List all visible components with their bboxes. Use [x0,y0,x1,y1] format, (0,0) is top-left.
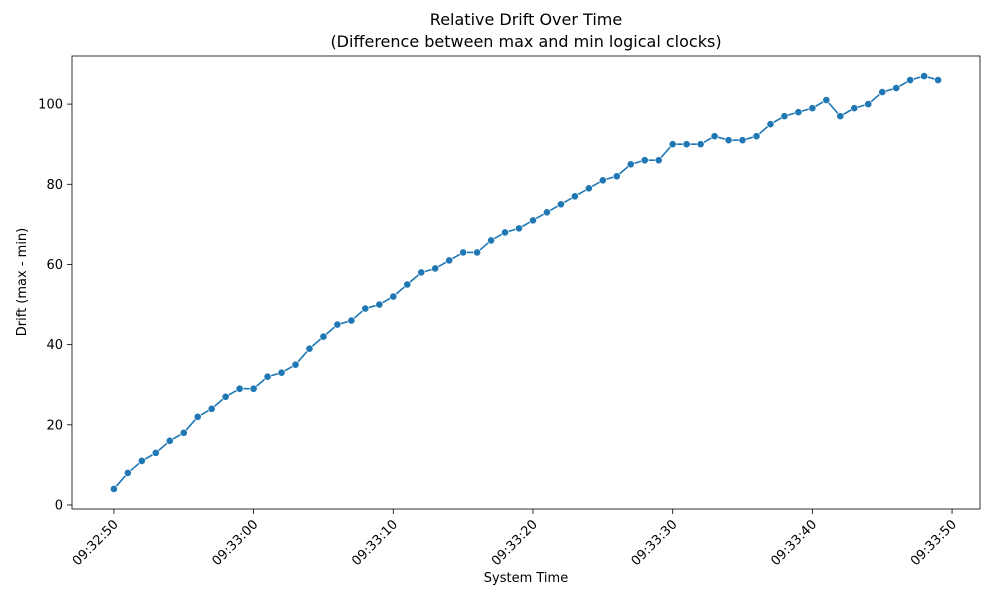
data-point [682,140,691,149]
data-point [501,228,509,237]
y-tick-label: 0 [55,498,63,513]
data-point [598,176,607,185]
data-point [445,256,454,265]
plot-area [71,55,981,510]
y-tick-label: 80 [46,178,63,193]
data-point [612,172,621,181]
data-point [110,485,118,493]
data-point [193,412,202,421]
data-point [515,224,523,233]
data-point [375,300,384,309]
x-tick-label: 09:33:30 [629,517,681,569]
data-point [151,448,160,457]
data-point [752,132,761,141]
data-point [822,96,831,104]
data-point [529,216,537,225]
data-point [850,104,859,113]
data-point [668,140,677,149]
data-point [347,316,356,325]
data-point [137,456,146,465]
data-point [389,292,398,301]
x-tick-label: 09:32:50 [70,517,122,569]
data-point [654,156,663,165]
data-point [766,120,775,129]
data-point [878,88,887,96]
data-point [277,368,286,377]
data-point [864,100,873,109]
data-point [738,136,747,145]
x-axis-label: System Time [484,571,568,586]
x-axis: 09:32:50 09:33:00 09:33:10 09:33:20 09:33:30… [70,509,960,569]
data-point [640,156,649,165]
data-point [934,76,942,84]
data-point [626,160,635,169]
y-axis: 0 20 40 60 80 100 [38,98,72,513]
data-point [543,208,551,217]
data-point [570,192,579,201]
y-tick-label: 100 [38,98,63,113]
data-point [305,344,314,353]
x-tick-label: 09:33:40 [768,517,820,569]
data-point [165,436,174,445]
x-tick-label: 09:33:50 [908,517,960,569]
x-tick-label: 09:33:20 [489,517,541,569]
data-point [892,84,901,92]
data-point [123,469,132,477]
data-point [557,200,565,209]
data-point [696,140,705,149]
data-point [780,112,789,121]
data-point [906,76,915,84]
data-point [584,184,593,193]
data-point [487,236,495,245]
data-point [724,136,733,145]
data-point [808,104,817,113]
x-tick-label: 09:33:10 [349,517,401,569]
chart-title: Relative Drift Over Time [430,10,622,29]
y-tick-label: 40 [46,338,63,353]
data-point [221,392,230,401]
data-point [920,72,929,80]
data-point [319,332,328,341]
data-point [207,404,216,413]
y-tick-label: 60 [46,258,63,273]
series-drift [110,72,942,493]
data-point [794,108,803,117]
series-line [113,75,939,490]
chart-subtitle: (Difference between max and min logical … [330,32,721,51]
data-point [333,320,342,329]
data-point [431,264,440,273]
data-point [459,248,468,257]
data-point [263,372,272,381]
data-point [361,304,370,313]
data-point [836,112,845,121]
data-point [249,384,258,393]
data-point [417,268,426,277]
data-point [710,132,719,141]
y-tick-label: 20 [46,418,63,433]
y-axis-label: Drift (max - min) [15,228,30,336]
data-point [235,384,244,393]
data-point [473,248,482,257]
data-point [291,360,300,369]
x-tick-label: 09:33:00 [210,517,262,569]
data-point [179,428,188,437]
data-point [403,280,412,289]
